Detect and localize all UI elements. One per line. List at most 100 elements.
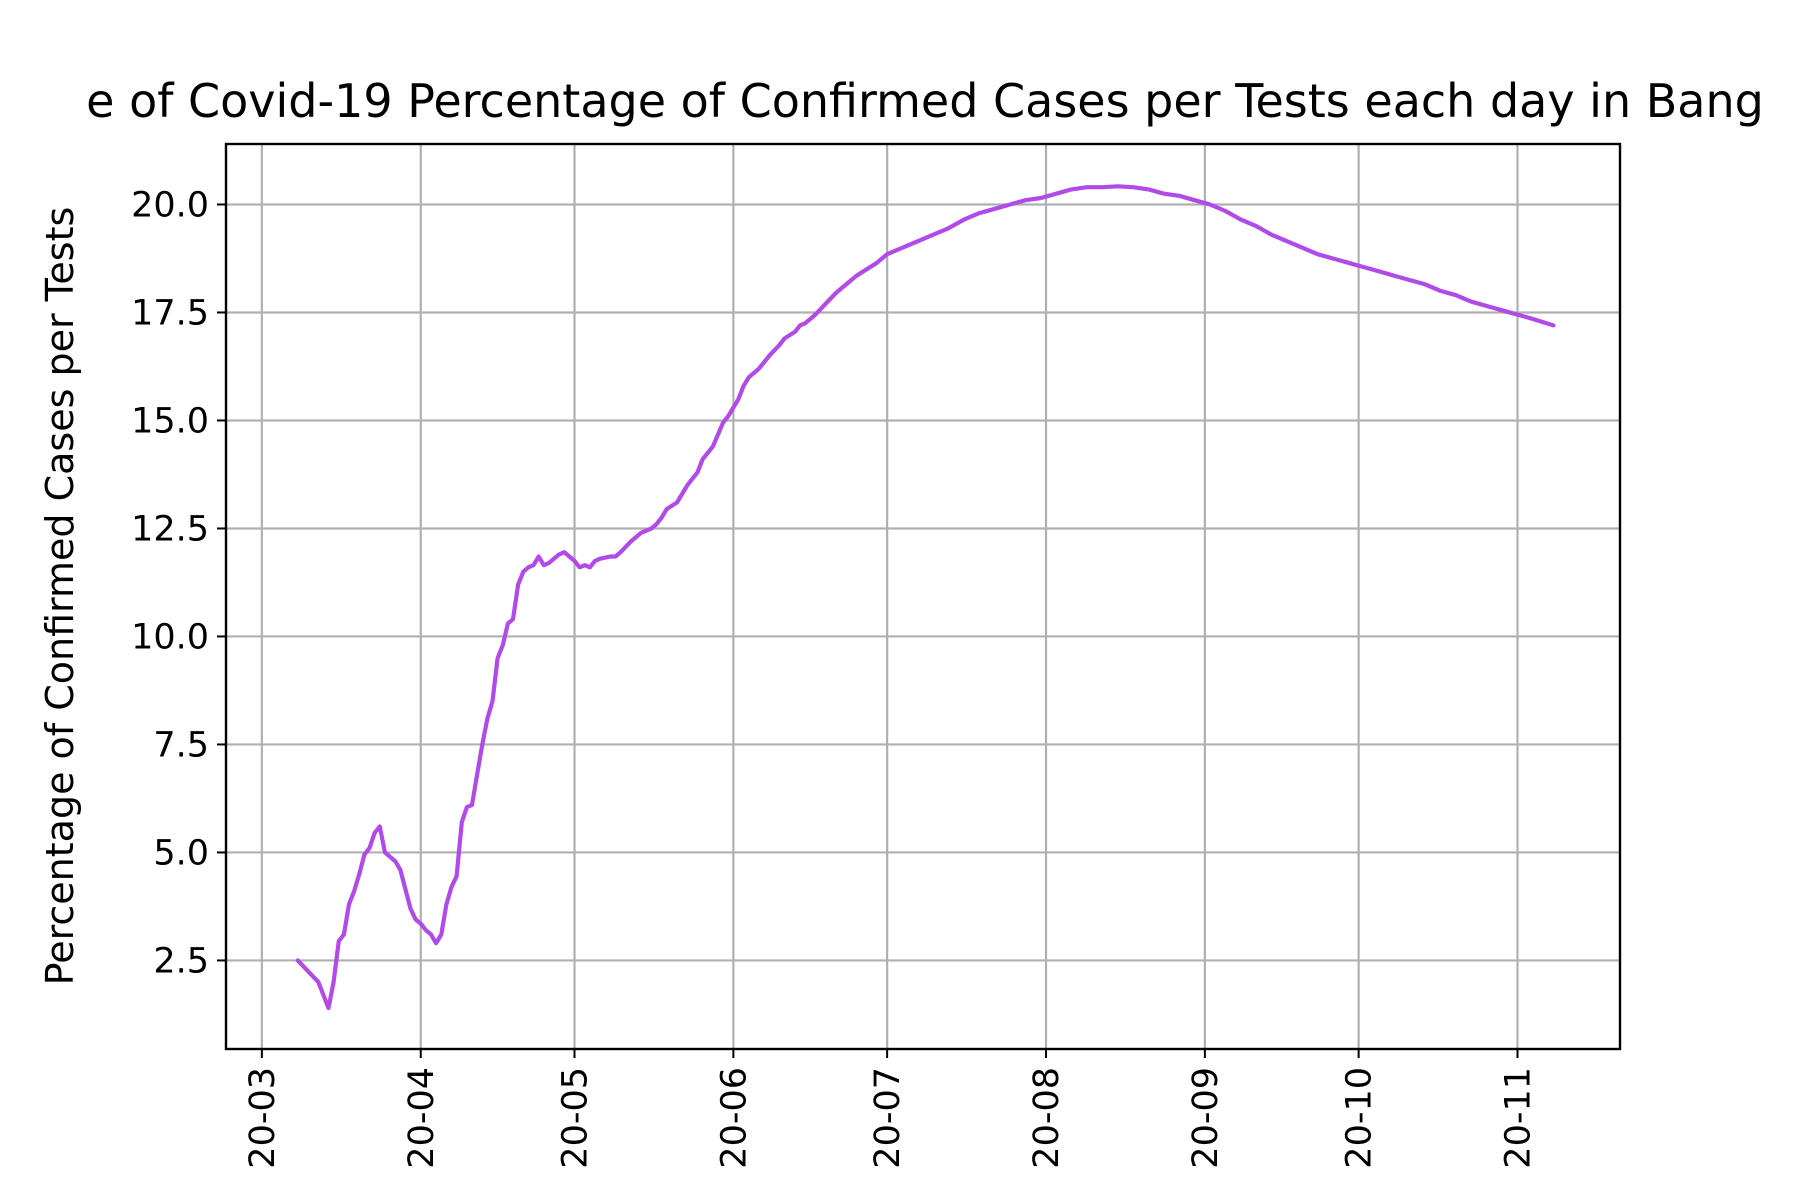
data-point <box>1193 199 1196 202</box>
data-point <box>486 717 489 720</box>
data-point <box>409 907 412 910</box>
data-point <box>696 471 699 474</box>
series-layer <box>295 184 1556 1011</box>
data-point <box>742 385 745 387</box>
data-point <box>799 324 801 327</box>
axis-ticks: 2.5 5.0 7.5 10.0 12.5 15.0 17.5 20.0 20-03 20-04 2… <box>131 185 1538 1168</box>
data-point <box>466 806 468 808</box>
data-point <box>609 555 612 558</box>
data-point <box>1224 210 1227 212</box>
data-point <box>507 622 509 625</box>
data-point <box>865 268 868 271</box>
data-point <box>1178 194 1181 197</box>
data-point <box>1270 233 1273 236</box>
data-point <box>947 227 950 230</box>
data-point <box>307 970 309 973</box>
data-point <box>783 337 786 340</box>
data-point <box>512 618 514 621</box>
data-point <box>563 551 566 554</box>
data-point <box>727 415 730 417</box>
data-point <box>337 940 340 942</box>
chart-title: e of Covid-19 Percentage of Confirmed Ca… <box>86 74 1764 128</box>
data-point <box>722 421 724 424</box>
data-point <box>686 484 689 487</box>
data-point <box>712 445 714 448</box>
data-point <box>1070 188 1073 191</box>
data-point <box>1055 192 1058 195</box>
data-point <box>1255 225 1257 228</box>
data-point <box>1347 261 1350 264</box>
data-point <box>348 903 350 906</box>
y-tick-label: 7.5 <box>153 725 209 765</box>
data-point <box>1316 253 1319 256</box>
data-point <box>445 903 448 906</box>
data-point <box>1485 305 1488 307</box>
data-point <box>963 218 965 221</box>
data-point <box>1532 318 1534 320</box>
data-point <box>655 523 658 525</box>
data-point <box>558 553 560 556</box>
data-point <box>384 851 386 854</box>
data-point <box>527 566 530 569</box>
data-point <box>794 331 796 333</box>
data-point <box>476 773 478 776</box>
data-point <box>1378 270 1380 273</box>
data-point <box>399 868 402 871</box>
data-point <box>676 501 678 504</box>
x-tick-label: 20-08 <box>1027 1067 1067 1169</box>
data-point <box>573 560 576 562</box>
data-point <box>522 570 525 573</box>
data-point <box>1439 290 1442 292</box>
data-point <box>430 933 432 936</box>
x-tick-label: 20-07 <box>868 1067 908 1169</box>
data-point <box>619 551 622 554</box>
y-tick-label: 2.5 <box>153 941 209 981</box>
data-point <box>768 354 771 357</box>
data-point <box>1086 186 1088 189</box>
data-point <box>578 566 581 569</box>
data-point <box>1332 257 1334 260</box>
data-point <box>363 853 366 856</box>
data-point <box>1362 266 1365 268</box>
y-tick-label: 20.0 <box>131 185 209 225</box>
data-point <box>778 344 781 346</box>
data-point <box>368 847 371 849</box>
data-point <box>553 557 555 560</box>
x-tick-label: 20-04 <box>402 1067 442 1169</box>
data-point <box>455 875 458 878</box>
data-point <box>1009 203 1011 206</box>
data-point <box>917 240 919 243</box>
data-point <box>855 274 858 277</box>
data-point <box>471 804 473 806</box>
data-point <box>332 981 335 983</box>
data-point <box>404 888 407 891</box>
data-point <box>296 959 299 962</box>
data-point <box>1147 188 1150 191</box>
data-point <box>450 886 453 888</box>
plot-area-frame <box>224 142 1622 1051</box>
data-point <box>993 207 996 210</box>
x-tick-label: 20-10 <box>1340 1067 1380 1169</box>
data-point <box>886 253 888 256</box>
data-point <box>1024 199 1027 202</box>
data-point <box>1209 203 1211 206</box>
data-point <box>1101 186 1104 189</box>
data-point <box>358 873 361 875</box>
data-point <box>537 555 540 558</box>
data-point <box>1424 283 1427 286</box>
data-point <box>594 560 596 562</box>
data-point <box>901 246 904 249</box>
data-point <box>1393 274 1396 277</box>
data-point <box>665 508 668 510</box>
data-point <box>517 583 519 586</box>
x-tick-label: 20-05 <box>556 1067 596 1169</box>
y-tick-label: 17.5 <box>131 293 209 333</box>
data-point <box>1116 185 1119 188</box>
data-point <box>978 212 981 215</box>
data-point <box>845 283 847 286</box>
data-point <box>425 929 427 932</box>
x-tick-label: 20-09 <box>1186 1067 1226 1169</box>
data-point <box>747 376 750 379</box>
data-point <box>1301 246 1304 249</box>
data-point <box>1409 279 1411 281</box>
